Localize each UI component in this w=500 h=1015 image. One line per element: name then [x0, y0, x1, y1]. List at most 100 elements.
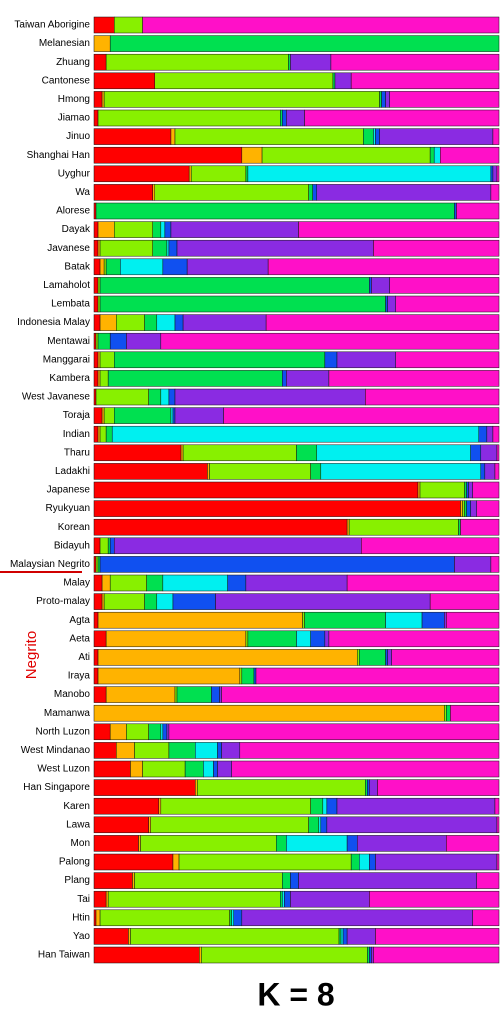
- bar-segment: [245, 165, 249, 183]
- category-label: Han Singapore: [23, 782, 90, 793]
- category-label: Han Taiwan: [38, 950, 90, 961]
- bar-segment: [142, 760, 186, 778]
- bar-segment: [93, 128, 172, 145]
- bar-segment: [389, 91, 500, 108]
- bar-segment: [93, 835, 139, 852]
- bar-segment: [93, 277, 99, 294]
- bar-segment: [174, 407, 224, 424]
- bar-segment: [385, 91, 390, 108]
- bar-segment: [241, 909, 473, 927]
- bar-segment: [99, 537, 109, 555]
- bar-segment: [211, 686, 220, 703]
- bar-segment: [373, 239, 500, 257]
- bar-segment: [170, 128, 176, 145]
- bar-segment: [197, 779, 366, 796]
- bar-segment: [188, 165, 192, 183]
- bar-segment: [182, 314, 267, 331]
- bar-segment: [233, 909, 243, 927]
- bar-segment: [310, 630, 326, 648]
- bar-segment: [379, 91, 382, 108]
- bar-segment: [466, 481, 469, 499]
- bar-segment: [172, 853, 180, 871]
- bar-segment: [377, 779, 500, 796]
- bar-segment: [105, 630, 247, 648]
- bar-segment: [93, 500, 461, 517]
- bar-segment: [207, 463, 210, 480]
- bar-segment: [160, 797, 311, 815]
- bar-segment: [105, 53, 289, 71]
- bar-segment: [93, 481, 419, 499]
- bar-segment: [282, 370, 287, 387]
- bar-segment: [265, 314, 500, 331]
- bar-segment: [103, 593, 145, 610]
- bar-segment: [93, 816, 149, 834]
- bar-segment: [387, 649, 392, 666]
- bar-segment: [95, 332, 99, 350]
- bar-segment: [330, 53, 500, 71]
- bar-segment: [95, 909, 101, 927]
- category-label: West Javanese: [22, 392, 91, 403]
- bar-segment: [99, 425, 107, 443]
- bar-segment: [280, 890, 283, 908]
- bar-segment: [166, 239, 170, 257]
- bar-segment: [221, 742, 241, 759]
- bar-segment: [93, 332, 97, 350]
- bar-segment: [385, 295, 388, 313]
- bar-segment: [97, 611, 303, 629]
- bar-segment: [304, 109, 500, 127]
- category-label: Yao: [73, 931, 90, 942]
- category-label: Proto-malay: [36, 596, 90, 607]
- bar-segment: [97, 556, 101, 573]
- bar-segment: [429, 146, 435, 164]
- bar-segment: [97, 295, 101, 313]
- bar-segment: [107, 537, 111, 555]
- bar-segment: [156, 593, 174, 610]
- category-label: Malay: [63, 578, 90, 589]
- bar-segment: [476, 872, 500, 889]
- category-label: Bidayuh: [54, 540, 90, 551]
- bar-segment: [93, 165, 190, 183]
- bar-segment: [109, 574, 147, 592]
- bar-segment: [103, 258, 107, 276]
- bar-segment: [168, 723, 500, 741]
- category-label: Melanesian: [39, 38, 90, 49]
- bar-segment: [93, 72, 155, 90]
- bar-segment: [239, 667, 243, 685]
- bar-segment: [373, 128, 376, 145]
- bar-segment: [318, 816, 322, 834]
- bar-segment: [375, 853, 498, 871]
- bar-segment: [174, 314, 184, 331]
- bar-segment: [93, 239, 99, 257]
- bar-segment: [95, 202, 455, 220]
- category-label: Uyghur: [58, 168, 91, 179]
- bar-segment: [93, 53, 107, 71]
- bar-segment: [195, 742, 218, 759]
- bar-segment: [93, 221, 99, 238]
- bar-segment: [456, 202, 500, 220]
- bar-segment: [97, 649, 358, 666]
- bar-segment: [417, 481, 421, 499]
- bar-segment: [93, 518, 348, 536]
- bar-segment: [290, 872, 299, 889]
- bar-segment: [385, 611, 423, 629]
- bar-segment: [494, 797, 500, 815]
- bar-segment: [326, 816, 498, 834]
- bar-segment: [470, 500, 477, 517]
- bar-segment: [286, 109, 305, 127]
- bar-segment: [97, 370, 101, 387]
- bar-segment: [375, 928, 500, 945]
- bar-segment: [93, 797, 160, 815]
- bar-segment: [93, 872, 133, 889]
- category-label: Plang: [64, 875, 90, 886]
- group-annotation: Negrito: [23, 631, 40, 679]
- bar-segment: [478, 425, 488, 443]
- bar-segment: [97, 667, 241, 685]
- bar-segment: [93, 463, 208, 480]
- bar-segment: [255, 667, 500, 685]
- bar-segment: [176, 239, 374, 257]
- bar-segment: [472, 481, 500, 499]
- bar-segment: [429, 593, 500, 610]
- bar-segment: [93, 649, 99, 666]
- bar-segment: [433, 146, 441, 164]
- bar-segment: [170, 407, 174, 424]
